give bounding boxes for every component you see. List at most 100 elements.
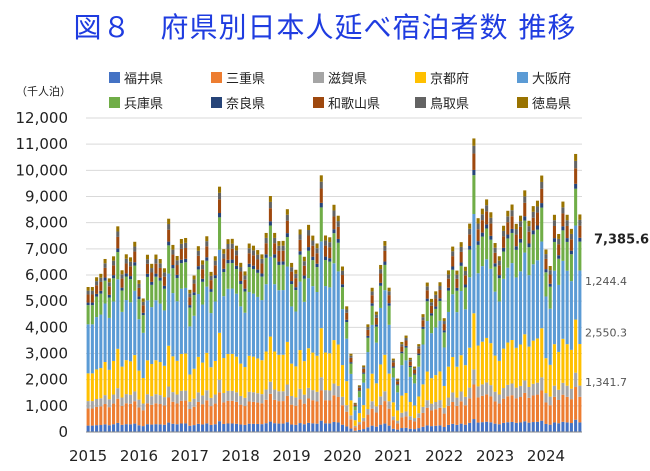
bar-segment-9 xyxy=(425,286,429,291)
bar-segment-3 xyxy=(268,381,272,394)
bar-segment-7 xyxy=(103,277,107,281)
bar-segment-6 xyxy=(188,307,192,327)
bar-segment-10 xyxy=(141,298,145,302)
bar-segment-10 xyxy=(256,250,260,255)
bar-segment-2 xyxy=(175,403,179,425)
bar-segment-2 xyxy=(141,410,145,427)
bar-segment-2 xyxy=(480,395,484,423)
bar-segment-10 xyxy=(128,257,133,262)
bar-segment-4 xyxy=(353,420,357,426)
bar-segment-1 xyxy=(328,423,332,432)
bar-segment-8 xyxy=(264,243,268,255)
bar-segment-7 xyxy=(268,221,272,226)
bar-segment-5 xyxy=(328,287,332,354)
legend-label: 奈良県 xyxy=(226,96,265,112)
bar-segment-1 xyxy=(243,424,247,432)
bar-segment-8 xyxy=(463,275,467,285)
bar-segment-4 xyxy=(256,358,260,394)
bar-segment-3 xyxy=(302,394,306,404)
bar-segment-2 xyxy=(379,404,383,425)
legend-swatch xyxy=(313,97,324,108)
bar-segment-9 xyxy=(396,379,400,382)
bar-segment-6 xyxy=(311,260,315,287)
bar-segment-7 xyxy=(256,269,260,273)
bar-segment-2 xyxy=(251,401,255,424)
bar-segment-8 xyxy=(480,220,484,233)
bar-segment-6 xyxy=(332,233,336,264)
bar-segment-3 xyxy=(175,394,179,404)
bar-segment-10 xyxy=(442,318,446,322)
bar-segment-10 xyxy=(519,215,523,222)
bar-segment-9 xyxy=(222,253,226,259)
bar-segment-7 xyxy=(400,351,404,354)
bar-segment-10 xyxy=(112,256,116,261)
bar-segment-5 xyxy=(256,296,260,359)
bar-segment-2 xyxy=(565,396,569,423)
bar-segment-6 xyxy=(264,257,268,285)
bar-segment-9 xyxy=(387,291,391,296)
bar-segment-5 xyxy=(510,263,514,341)
bar-segment-7 xyxy=(133,262,137,266)
bar-segment-10 xyxy=(90,287,94,291)
bar-segment-2 xyxy=(374,412,378,427)
bar-segment-3 xyxy=(383,391,387,402)
bar-segment-1 xyxy=(421,426,425,432)
bar-segment-6 xyxy=(294,290,298,312)
bar-segment-3 xyxy=(179,390,183,401)
bar-segment-3 xyxy=(307,387,311,399)
bar-segment-3 xyxy=(434,402,438,410)
bar-segment-3 xyxy=(209,397,213,407)
bar-segment-1 xyxy=(234,423,239,432)
bar-segment-4 xyxy=(336,344,340,386)
bar-segment-1 xyxy=(565,422,569,432)
bar-segment-10 xyxy=(429,298,434,303)
bar-segment-5 xyxy=(476,273,480,346)
bar-segment-10 xyxy=(396,378,400,380)
bar-segment-3 xyxy=(116,388,120,399)
bar-segment-4 xyxy=(366,388,370,410)
bar-segment-8 xyxy=(86,294,90,303)
bar-segment-3 xyxy=(332,383,336,396)
bar-segment-8 xyxy=(387,295,391,304)
bar-segment-2 xyxy=(438,407,442,426)
bar-segment-4 xyxy=(523,334,527,381)
bar-segment-5 xyxy=(137,319,141,371)
bar-segment-3 xyxy=(145,394,149,404)
bar-segment-7 xyxy=(417,353,421,356)
bar-segment-5 xyxy=(446,311,450,367)
legend-swatch xyxy=(517,72,528,83)
bar-segment-10 xyxy=(472,138,476,146)
bar-segment-10 xyxy=(247,243,251,249)
bar-segment-9 xyxy=(349,355,353,358)
bar-segment-8 xyxy=(476,229,480,242)
bar-segment-2 xyxy=(315,401,319,424)
legend-label: 京都府 xyxy=(430,72,469,87)
bar-segment-5 xyxy=(95,317,99,370)
bar-segment-8 xyxy=(201,269,205,279)
bar-segment-8 xyxy=(328,247,332,259)
bar-segment-8 xyxy=(438,289,442,299)
bar-segment-4 xyxy=(328,353,332,391)
bar-segment-2 xyxy=(247,401,251,424)
bar-segment-10 xyxy=(413,366,417,369)
bar-segment-9 xyxy=(184,242,188,248)
bar-segment-7 xyxy=(379,282,383,286)
bar-segment-4 xyxy=(489,343,493,386)
bar-segment-8 xyxy=(561,213,565,227)
bar-segment-4 xyxy=(425,371,429,401)
bar-segment-5 xyxy=(442,347,446,386)
bar-segment-8 xyxy=(277,250,281,262)
bar-segment-9 xyxy=(455,274,459,279)
bar-segment-8 xyxy=(234,255,239,266)
bar-segment-4 xyxy=(311,352,315,391)
bar-segment-10 xyxy=(133,241,137,247)
bar-segment-10 xyxy=(434,291,438,295)
bar-segment-3 xyxy=(557,389,561,400)
bar-segment-8 xyxy=(400,346,404,352)
bar-segment-6 xyxy=(502,251,506,279)
bar-segment-1 xyxy=(561,421,565,432)
bar-segment-7 xyxy=(345,319,349,323)
bar-segment-7 xyxy=(446,287,450,291)
bar-segment-3 xyxy=(273,389,277,400)
